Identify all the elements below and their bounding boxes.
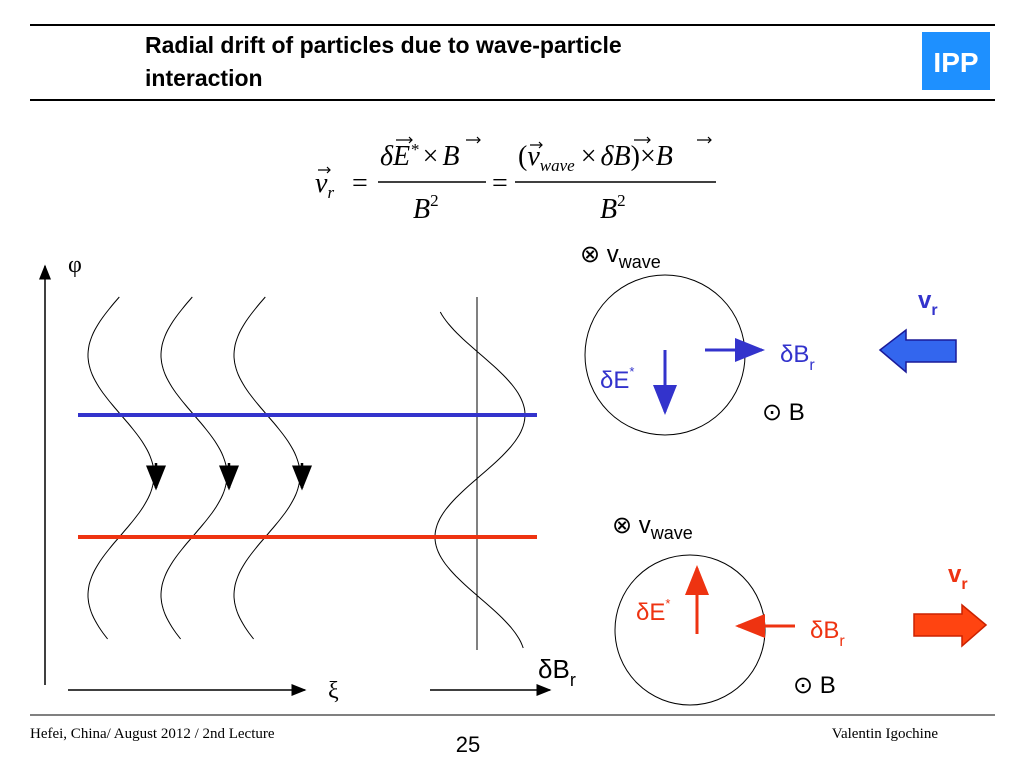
phi-label: φ <box>68 252 82 278</box>
wave-curve <box>87 296 155 640</box>
logo-text: IPP <box>933 47 978 78</box>
eq-part: B <box>656 141 673 172</box>
eq-sub: r <box>327 183 334 202</box>
equation: vr = δE* × B B2 = (vwave × δB)×B B2 <box>315 136 716 225</box>
eq-part: δB <box>601 141 631 172</box>
db-base: δB <box>538 654 570 684</box>
delta-e-base: δE <box>600 367 629 394</box>
v-wave-base: ⊗ v <box>612 512 651 539</box>
v-r-sub: r <box>931 302 937 319</box>
delta-e-base: δE <box>636 599 665 626</box>
circle <box>614 554 766 706</box>
eq-sup: 2 <box>617 191 626 210</box>
eq-equals: = <box>492 168 508 199</box>
delta-b-base: δB <box>810 617 839 644</box>
wave-curves <box>87 296 526 649</box>
xi-label: ξ <box>328 678 339 704</box>
v-wave: ⊗ vwave <box>612 512 693 543</box>
eq-sub: wave <box>540 156 575 175</box>
wave-diagram: φ ξ δBr <box>39 252 576 704</box>
drift-arrow <box>878 328 957 374</box>
eq-part: δE <box>380 141 410 172</box>
eq-num: δE* × B <box>380 140 460 172</box>
eq-part: v <box>527 141 540 172</box>
v-wave-sub: wave <box>618 252 661 272</box>
eq-part: × <box>423 141 439 172</box>
eq-part: ) <box>631 141 640 172</box>
eq-part: B <box>442 141 459 172</box>
wave-curve <box>233 296 301 640</box>
eq-den: B2 <box>600 191 626 225</box>
wave-curve <box>434 311 526 649</box>
v-r: vr <box>918 287 938 319</box>
delta-b-sub: r <box>839 633 845 650</box>
v-r: vr <box>948 561 968 593</box>
title: interaction <box>145 65 263 91</box>
eq-lhs: vr <box>315 168 334 202</box>
db-label: δBr <box>538 654 576 690</box>
eq-sup: 2 <box>430 191 439 210</box>
vector-arrows <box>318 136 712 174</box>
db-sub: r <box>570 670 576 690</box>
eq-num: (vwave × δB)×B <box>518 141 673 175</box>
logo <box>922 32 990 90</box>
v-wave: ⊗ vwave <box>580 241 661 272</box>
drift-arrows <box>146 463 312 491</box>
drift-arrow <box>913 603 988 648</box>
delta-b-sub: r <box>809 357 815 374</box>
eq-part: × <box>640 141 656 172</box>
b-field: ⊙ B <box>762 399 805 426</box>
delta-b: δBr <box>780 341 815 374</box>
delta-e-sup: * <box>665 596 670 611</box>
eq-part: ( <box>518 141 527 172</box>
delta-b-base: δB <box>780 341 809 368</box>
wave-curve <box>160 296 228 640</box>
eq-den: B2 <box>413 191 439 225</box>
v-wave-sub: wave <box>650 523 693 543</box>
delta-e: δE* <box>636 596 670 626</box>
v-r-sub: r <box>961 576 967 593</box>
footer-left: Hefei, China/ August 2012 / 2nd Lecture <box>30 726 275 742</box>
footer-right: Valentin Igochine <box>832 726 939 742</box>
v-r-base: v <box>948 561 962 588</box>
eq-part: v <box>315 168 328 199</box>
delta-b: δBr <box>810 617 845 650</box>
eq-part: × <box>581 141 597 172</box>
delta-e: δE* <box>600 364 634 394</box>
page-number: 25 <box>456 732 480 757</box>
eq-part: B <box>600 194 617 225</box>
eq-part: B <box>413 194 430 225</box>
title: Radial drift of particles due to wave-pa… <box>145 32 622 58</box>
delta-e-sup: * <box>629 364 634 379</box>
eq-sup: * <box>410 140 419 159</box>
panel-blue: ⊗ vwave δE* δBr ⊙ B vr <box>580 241 957 436</box>
panel-red: ⊗ vwave δE* δBr ⊙ B vr <box>612 512 988 706</box>
eq-equals: = <box>352 168 368 199</box>
v-r-base: v <box>918 287 932 314</box>
b-field: ⊙ B <box>793 672 836 699</box>
v-wave-base: ⊗ v <box>580 241 619 268</box>
